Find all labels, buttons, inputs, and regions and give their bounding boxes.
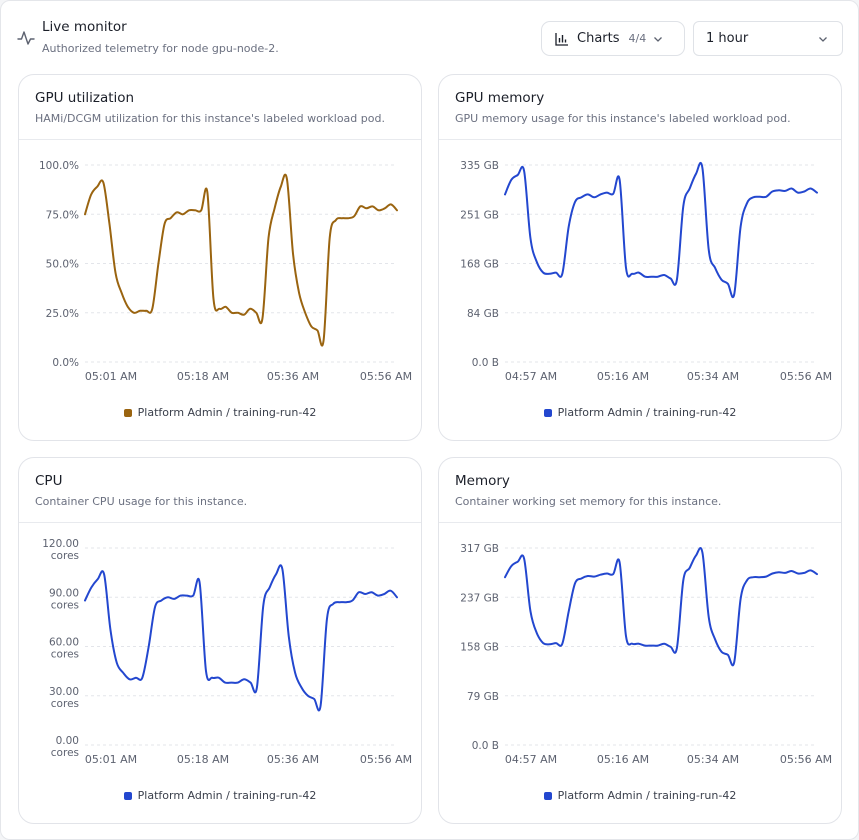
chart-legend: Platform Admin / training-run-42 bbox=[19, 789, 421, 802]
y-tick-label: 251 GB bbox=[460, 209, 499, 221]
memory-card: Memory Container working set memory for … bbox=[438, 457, 842, 824]
page-subtitle: Authorized telemetry for node gpu-node-2… bbox=[42, 42, 279, 55]
x-tick-label: 05:18 AM bbox=[177, 753, 229, 766]
legend-label: Platform Admin / training-run-42 bbox=[137, 789, 317, 802]
cpu-card: CPU Container CPU usage for this instanc… bbox=[18, 457, 422, 824]
card-title: Memory bbox=[455, 473, 510, 489]
gpu-memory-chart: 335 GB 251 GB 168 GB 84 GB 0.0 B 04:57 AM 05:1… bbox=[460, 160, 832, 383]
card-description: Container working set memory for this in… bbox=[455, 495, 722, 508]
y-tick-label: 120.00 bbox=[42, 538, 79, 550]
y-tick-label: cores bbox=[51, 747, 79, 759]
legend-label: Platform Admin / training-run-42 bbox=[137, 406, 317, 419]
chart-legend: Platform Admin / training-run-42 bbox=[439, 789, 841, 802]
y-tick-label: cores bbox=[51, 649, 79, 661]
y-tick-label: 60.00 bbox=[49, 637, 79, 649]
divider bbox=[439, 139, 841, 140]
y-tick-label: 0.0% bbox=[52, 357, 79, 369]
divider bbox=[439, 522, 841, 523]
chevron-down-icon bbox=[819, 36, 827, 42]
series-line bbox=[504, 547, 818, 667]
y-tick-label: 100.0% bbox=[39, 160, 79, 172]
legend-swatch bbox=[543, 791, 552, 800]
y-tick-label: 317 GB bbox=[460, 543, 499, 555]
series-line bbox=[84, 564, 398, 712]
x-tick-label: 05:16 AM bbox=[597, 753, 649, 766]
card-description: GPU memory usage for this instance's lab… bbox=[455, 112, 791, 125]
series-line bbox=[84, 173, 398, 347]
card-description: HAMi/DCGM utilization for this instance'… bbox=[35, 112, 385, 125]
legend-swatch bbox=[123, 408, 132, 417]
x-tick-label: 05:36 AM bbox=[267, 753, 319, 766]
y-tick-label: 84 GB bbox=[467, 308, 499, 320]
x-tick-label: 05:36 AM bbox=[267, 370, 319, 383]
y-tick-label: 75.0% bbox=[46, 209, 79, 221]
y-tick-label: 335 GB bbox=[460, 160, 499, 172]
y-tick-label: 30.00 bbox=[49, 686, 79, 698]
charts-label: Charts bbox=[577, 31, 620, 46]
y-tick-label: cores bbox=[51, 599, 79, 611]
charts-toggle-button[interactable]: Charts 4/4 bbox=[541, 21, 685, 56]
gpu-utilization-chart: 100.0% 75.0% 50.0% 25.0% 0.0% 05:01 AM 05:18 A… bbox=[39, 160, 412, 383]
y-tick-label: cores bbox=[51, 550, 79, 562]
chart-legend: Platform Admin / training-run-42 bbox=[19, 406, 421, 419]
x-tick-label: 05:01 AM bbox=[85, 753, 137, 766]
y-tick-label: 90.00 bbox=[49, 587, 79, 599]
x-tick-label: 05:16 AM bbox=[597, 370, 649, 383]
divider bbox=[19, 139, 421, 140]
card-title: GPU memory bbox=[455, 90, 545, 106]
y-tick-label: 237 GB bbox=[460, 592, 499, 604]
x-tick-label: 05:18 AM bbox=[177, 370, 229, 383]
activity-icon bbox=[17, 31, 35, 45]
chevron-down-icon bbox=[654, 36, 663, 42]
x-tick-label: 05:01 AM bbox=[85, 370, 137, 383]
divider bbox=[19, 522, 421, 523]
y-tick-label: 168 GB bbox=[460, 259, 499, 271]
time-range-select[interactable]: 1 hour bbox=[693, 21, 843, 56]
page-title: Live monitor bbox=[42, 19, 127, 35]
y-tick-label: 0.0 B bbox=[472, 740, 499, 752]
x-tick-label: 05:56 AM bbox=[360, 753, 412, 766]
gpu-utilization-card: GPU utilization HAMi/DCGM utilization fo… bbox=[18, 74, 422, 441]
legend-label: Platform Admin / training-run-42 bbox=[557, 789, 737, 802]
legend-swatch bbox=[543, 408, 552, 417]
x-tick-label: 04:57 AM bbox=[505, 370, 557, 383]
legend-swatch bbox=[123, 791, 132, 800]
y-tick-label: 50.0% bbox=[46, 259, 79, 271]
x-tick-label: 05:56 AM bbox=[780, 370, 832, 383]
chart-legend: Platform Admin / training-run-42 bbox=[439, 406, 841, 419]
charts-count: 4/4 bbox=[628, 32, 647, 45]
y-tick-label: 79 GB bbox=[467, 691, 499, 703]
card-title: GPU utilization bbox=[35, 90, 135, 106]
x-tick-label: 05:56 AM bbox=[360, 370, 412, 383]
x-tick-label: 05:56 AM bbox=[780, 753, 832, 766]
y-tick-label: 158 GB bbox=[460, 642, 499, 654]
x-tick-label: 04:57 AM bbox=[505, 753, 557, 766]
card-description: Container CPU usage for this instance. bbox=[35, 495, 248, 508]
x-tick-label: 05:34 AM bbox=[687, 370, 739, 383]
cpu-chart: 120.00cores90.00cores60.00cores30.00core… bbox=[42, 538, 412, 766]
gpu-memory-card: GPU memory GPU memory usage for this ins… bbox=[438, 74, 842, 441]
bar-chart-icon bbox=[555, 32, 568, 46]
card-title: CPU bbox=[35, 473, 63, 489]
time-range-value: 1 hour bbox=[706, 31, 749, 46]
y-tick-label: 25.0% bbox=[46, 308, 79, 320]
legend-label: Platform Admin / training-run-42 bbox=[557, 406, 737, 419]
memory-chart: 317 GB 237 GB 158 GB 79 GB 0.0 B 04:57 AM 05:1… bbox=[460, 543, 832, 766]
y-tick-label: 0.00 bbox=[56, 735, 79, 747]
y-tick-label: 0.0 B bbox=[472, 357, 499, 369]
y-tick-label: cores bbox=[51, 698, 79, 710]
x-tick-label: 05:34 AM bbox=[687, 753, 739, 766]
series-line bbox=[504, 161, 818, 299]
